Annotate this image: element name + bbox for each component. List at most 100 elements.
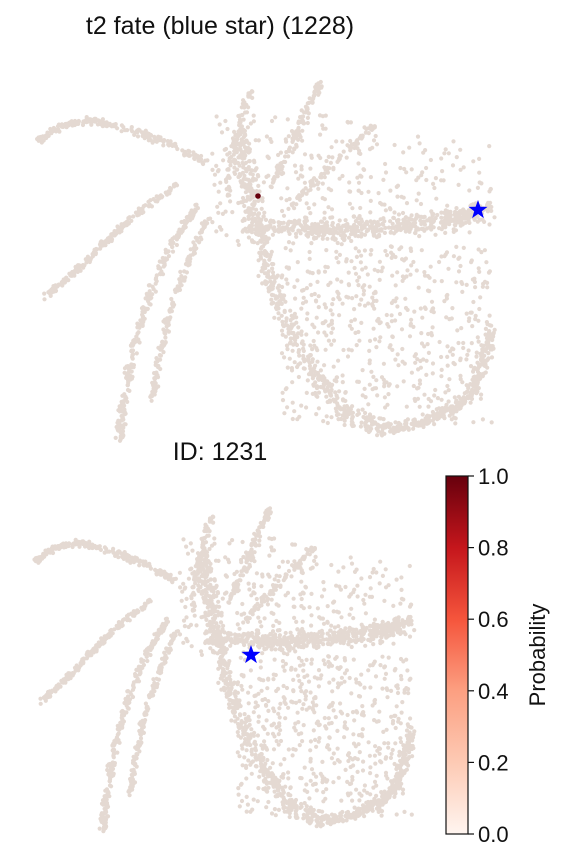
cell-point: [273, 781, 278, 786]
cell-point: [419, 214, 424, 219]
cell-point: [219, 659, 224, 665]
cell-point: [314, 346, 319, 351]
cell-point: [112, 747, 117, 753]
cell-point: [488, 200, 493, 205]
cell-point: [247, 149, 252, 154]
cell-point: [151, 197, 156, 202]
cell-point: [375, 422, 381, 427]
cell-point: [400, 278, 405, 283]
cell-point: [308, 282, 313, 287]
cell-point: [393, 283, 398, 288]
cell-point: [305, 311, 310, 316]
cell-point: [359, 420, 364, 425]
cell-point: [409, 317, 414, 322]
cell-point: [433, 232, 438, 237]
cell-point: [278, 150, 283, 155]
cell-point: [282, 355, 287, 360]
cell-point: [465, 215, 470, 220]
cell-point: [170, 638, 175, 643]
cell-point: [81, 120, 86, 125]
cell-point: [88, 543, 93, 548]
cell-point: [322, 210, 327, 215]
cell-point: [461, 165, 466, 170]
cell-point: [255, 733, 260, 738]
cell-point: [246, 235, 251, 240]
cell-point: [120, 409, 125, 414]
cell-point: [260, 199, 265, 204]
cell-point: [286, 331, 291, 336]
cell-point: [345, 354, 351, 359]
cell-point: [144, 654, 149, 659]
cell-point: [419, 331, 424, 336]
cell-point: [333, 237, 338, 242]
cell-point: [237, 142, 242, 147]
cell-point: [377, 339, 382, 344]
cell-point: [136, 679, 142, 684]
cell-point: [236, 242, 241, 247]
cell-point: [456, 214, 461, 219]
cell-point: [118, 406, 123, 411]
cell-point: [309, 100, 315, 105]
cell-point: [129, 782, 134, 787]
cell-point: [280, 284, 285, 290]
cell-point: [254, 207, 259, 212]
cell-point: [431, 181, 436, 186]
cell-point: [263, 282, 269, 287]
cell-point: [373, 133, 378, 139]
cell-point: [342, 422, 347, 428]
cell-point: [357, 338, 362, 343]
cell-point: [271, 262, 276, 267]
cell-point: [381, 377, 386, 382]
cell-point: [117, 426, 122, 431]
cell-point: [285, 365, 290, 370]
cell-point: [439, 210, 444, 215]
cell-point: [42, 291, 47, 296]
cell-point: [418, 306, 423, 311]
cell-point: [136, 740, 141, 745]
cell-point: [477, 170, 482, 175]
cell-point: [90, 648, 95, 654]
cell-point: [484, 260, 489, 265]
cell-point: [131, 365, 136, 370]
cell-point: [271, 219, 276, 224]
cell-point: [484, 342, 489, 347]
cell-point: [389, 429, 394, 434]
cell-point: [368, 224, 373, 229]
cell-point: [339, 416, 344, 422]
cell-point: [302, 359, 307, 364]
cell-point: [154, 275, 159, 281]
cell-point: [228, 670, 233, 675]
cell-point: [125, 371, 130, 376]
cell-point: [112, 762, 117, 768]
cell-point: [214, 229, 219, 234]
cell-point: [146, 598, 151, 603]
cell-point: [323, 388, 328, 393]
cell-point: [216, 210, 221, 215]
cell-point: [388, 219, 393, 224]
cell-point: [159, 667, 164, 673]
cell-point: [266, 155, 271, 161]
cell-point: [439, 374, 444, 379]
cell-point: [110, 743, 115, 748]
cell-point: [257, 225, 262, 230]
cell-point: [387, 382, 392, 387]
cell-point: [145, 658, 150, 664]
cell-point: [166, 650, 172, 655]
cell-point: [382, 202, 387, 207]
cell-point: [293, 341, 298, 346]
cell-point: [443, 225, 448, 230]
cell-point: [48, 694, 53, 699]
cell-point: [326, 323, 331, 328]
cell-point: [438, 220, 444, 225]
cell-point: [445, 383, 450, 389]
cell-point: [417, 404, 422, 409]
cell-point: [384, 312, 389, 318]
cell-point: [135, 134, 141, 139]
cell-point: [405, 417, 410, 422]
cell-point: [360, 134, 365, 140]
cell-point: [283, 387, 288, 392]
cell-point: [308, 820, 313, 825]
cell-point: [468, 382, 473, 387]
cell-point: [307, 249, 312, 255]
cell-point: [225, 167, 230, 172]
